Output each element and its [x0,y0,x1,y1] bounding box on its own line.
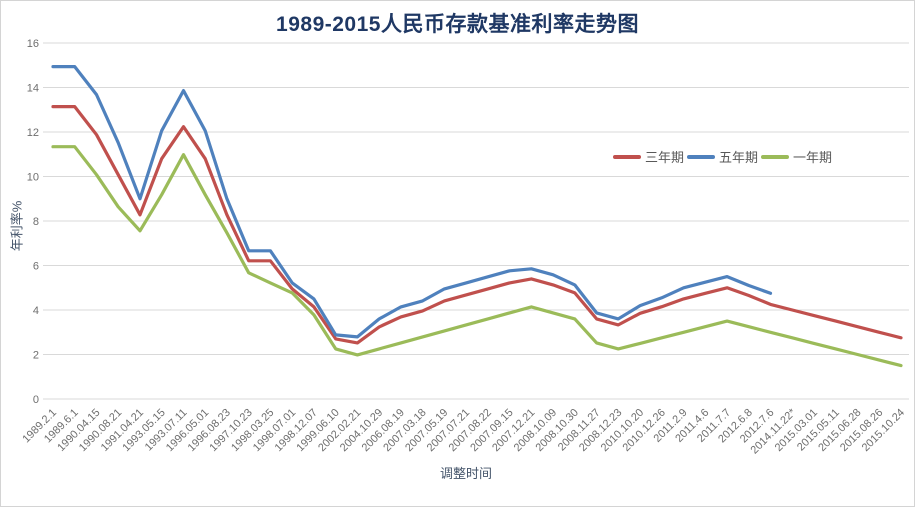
y-tick-label: 2 [33,350,39,362]
y-tick-label: 12 [27,127,39,139]
legend-swatch-one-year [761,154,790,159]
legend-item-one-year: 一年期 [761,147,832,166]
y-tick-label: 10 [27,172,39,184]
legend-label-one-year: 一年期 [793,150,833,165]
legend-label-three-year: 三年期 [645,150,685,165]
legend-label-five-year: 五年期 [719,150,759,165]
legend-item-five-year: 五年期 [687,147,758,166]
y-tick-label: 6 [33,261,39,273]
legend-swatch-three-year [613,154,641,159]
y-tick-label: 8 [33,216,39,228]
y-tick-label: 0 [33,394,39,406]
y-tick-label: 4 [33,305,39,317]
series-line-one-year [51,145,903,368]
series-line-five-year [51,65,773,339]
x-axis-title: 调整时间 [439,466,493,481]
y-axis-title: 年利率% [9,200,25,252]
series-line-three-year [51,105,903,345]
y-tick-label: 14 [27,83,39,95]
legend-item-three-year: 三年期 [613,147,684,166]
legend-swatch-five-year [687,154,716,159]
chart-title: 1989-2015人民币存款基准利率走势图 [276,13,639,36]
legend: 三年期 五年期 一年期 [613,147,832,166]
y-tick-label: 16 [27,38,39,50]
